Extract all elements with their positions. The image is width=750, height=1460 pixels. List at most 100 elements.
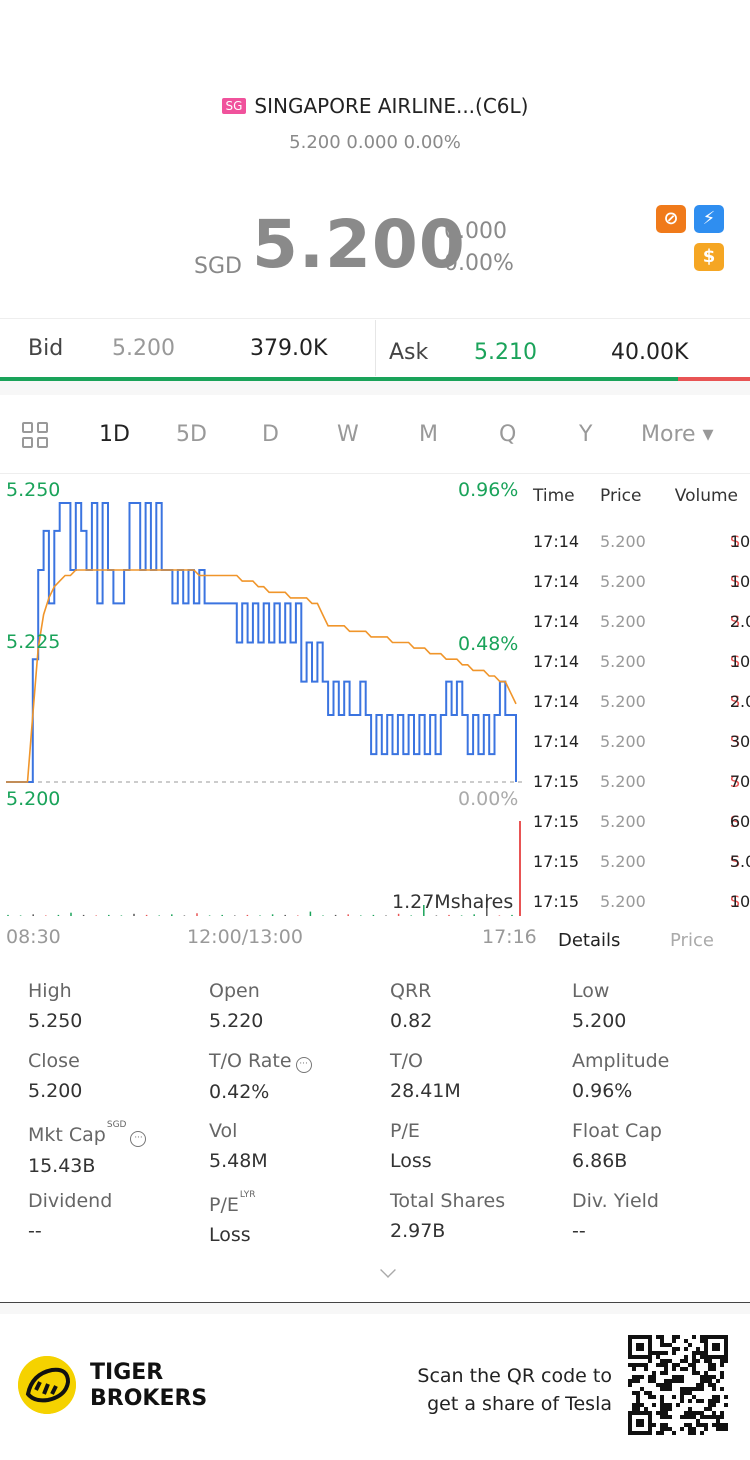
ticks-header-time: Time xyxy=(533,486,575,506)
tab-w[interactable]: W xyxy=(337,422,359,447)
stat-float-cap: Float Cap 6.86B xyxy=(572,1120,662,1172)
tick-row: 17:14 5.200 100S xyxy=(533,652,750,692)
tick-volume: 5.00KS xyxy=(729,852,750,871)
time-label-open: 08:30 xyxy=(6,926,61,948)
stock-name: SINGAPORE AIRLINE...(C6L) xyxy=(254,94,529,118)
tick-time: 17:15 xyxy=(533,772,580,791)
tick-row: 17:14 5.200 2.00KS xyxy=(533,692,750,732)
period-tabs: 1D 5D D W M Q Y More ▾ xyxy=(0,398,750,474)
tick-volume: 1000S xyxy=(729,532,750,551)
tab-q[interactable]: Q xyxy=(499,422,517,447)
pct-label-high: 0.96% xyxy=(458,479,519,501)
tick-price: 5.200 xyxy=(600,812,646,831)
tick-row: 17:15 5.200 600S xyxy=(533,812,750,852)
footer-divider xyxy=(0,1302,750,1303)
pct-label-mid: 0.48% xyxy=(458,633,519,655)
tick-price: 5.200 xyxy=(600,612,646,631)
bid-price: 5.200 xyxy=(112,336,175,361)
bid-size: 379.0K xyxy=(250,336,328,361)
stat-total-shares: Total Shares 2.97B xyxy=(390,1190,506,1242)
tick-price: 5.200 xyxy=(600,652,646,671)
price-change: 0.000 0.00% xyxy=(444,216,534,280)
avg-price-line xyxy=(6,569,517,783)
brand-name: TIGER BROKERS xyxy=(90,1360,208,1411)
currency-label: SGD xyxy=(194,254,242,279)
tick-volume: 2.00KS xyxy=(729,612,750,631)
intraday-chart[interactable]: 5.250 5.225 5.200 0.96% 0.48% 0.00% 1.27… xyxy=(0,475,530,925)
tab-details[interactable]: Details xyxy=(558,930,621,951)
tick-time: 17:14 xyxy=(533,652,580,671)
tick-volume: 100S xyxy=(729,652,750,671)
change-percent: 0.00% xyxy=(444,251,514,276)
tab-more[interactable]: More ▾ xyxy=(641,422,714,447)
tick-time: 17:15 xyxy=(533,852,580,871)
tick-time: 17:15 xyxy=(533,812,580,831)
chart-canvas xyxy=(6,502,526,916)
y-label-mid: 5.225 xyxy=(6,631,61,653)
tick-price: 5.200 xyxy=(600,732,646,751)
stat-to: T/O 28.41M xyxy=(390,1050,461,1102)
bid-ratio-bar xyxy=(0,377,678,381)
tick-time: 17:14 xyxy=(533,732,580,751)
dollar-icon[interactable]: $ xyxy=(694,243,724,271)
tick-volume: 10.00KS xyxy=(729,572,750,591)
stat-pe: P/E Loss xyxy=(390,1120,432,1172)
stat-mkt-cap: Mkt CapSGD··· 15.43B xyxy=(28,1120,208,1184)
tiger-logo-icon xyxy=(18,1356,76,1414)
tick-row: 17:14 5.200 1000S xyxy=(533,532,750,572)
divider xyxy=(0,318,750,319)
footer-gap xyxy=(0,1303,750,1314)
stat-low: Low 5.200 xyxy=(572,980,627,1032)
tick-price: 5.200 xyxy=(600,572,646,591)
tab-price[interactable]: Price xyxy=(670,930,714,951)
tick-volume: 2.00KS xyxy=(729,692,750,711)
scan-prompt: Scan the QR code to get a share of Tesla xyxy=(417,1365,612,1415)
stock-subtitle: 5.200 0.000 0.00% xyxy=(289,132,461,153)
bid-ask-row: Bid 5.200 379.0K Ask 5.210 40.00K xyxy=(0,320,750,378)
tab-1d[interactable]: 1D xyxy=(99,422,130,447)
tick-price: 5.200 xyxy=(600,892,646,911)
stat-close: Close 5.200 xyxy=(28,1050,83,1102)
tick-time: 17:14 xyxy=(533,572,580,591)
stat-pe-lyr: P/ELYR Loss xyxy=(209,1190,256,1246)
last-price: 5.200 xyxy=(252,206,466,283)
market-badge: SG xyxy=(221,98,247,114)
tab-m[interactable]: M xyxy=(419,422,438,447)
volume-label: 1.27Mshares xyxy=(392,891,514,913)
y-label-high: 5.250 xyxy=(6,479,61,501)
tick-time: 17:14 xyxy=(533,692,580,711)
tick-row: 17:15 5.200 100S xyxy=(533,892,750,932)
info-icon[interactable]: ··· xyxy=(130,1131,147,1147)
restricted-icon[interactable]: ⊘ xyxy=(656,205,686,233)
ask-ratio-bar xyxy=(678,377,750,381)
stat-open: Open 5.220 xyxy=(209,980,264,1032)
stock-title: SG SINGAPORE AIRLINE...(C6L) xyxy=(0,94,750,118)
tick-volume: 700S xyxy=(729,772,750,791)
pct-label-low: 0.00% xyxy=(458,788,519,810)
tab-5d[interactable]: 5D xyxy=(176,422,207,447)
expand-chevron-icon[interactable] xyxy=(380,1262,396,1278)
stat-dividend: Dividend -- xyxy=(28,1190,113,1242)
ask-size: 40.00K xyxy=(611,340,689,365)
stat-amplitude: Amplitude 0.96% xyxy=(572,1050,670,1102)
tick-price: 5.200 xyxy=(600,772,646,791)
y-label-low: 5.200 xyxy=(6,788,61,810)
grid-icon[interactable] xyxy=(22,422,50,450)
tab-d[interactable]: D xyxy=(262,422,279,447)
tick-volume: 600S xyxy=(729,812,750,831)
tick-time: 17:14 xyxy=(533,612,580,631)
tick-row: 17:15 5.200 700S xyxy=(533,772,750,812)
flash-icon[interactable]: ⚡ xyxy=(694,205,724,233)
tick-price: 5.200 xyxy=(600,692,646,711)
tick-volume: 100S xyxy=(729,892,750,911)
ask-label: Ask xyxy=(389,340,429,365)
bid-ask-separator xyxy=(375,320,376,376)
stat-to-rate: T/O Rate ··· 0.42% xyxy=(209,1050,389,1114)
info-icon[interactable]: ··· xyxy=(295,1057,312,1073)
tick-row: 17:15 5.200 5.00KS xyxy=(533,852,750,892)
tick-row: 17:14 5.200 2.00KS xyxy=(533,612,750,652)
qr-code-icon[interactable] xyxy=(625,1332,731,1438)
tab-y[interactable]: Y xyxy=(579,422,593,447)
tick-row: 17:14 5.200 10.00KS xyxy=(533,572,750,612)
tick-row: 17:14 5.200 300S xyxy=(533,732,750,772)
